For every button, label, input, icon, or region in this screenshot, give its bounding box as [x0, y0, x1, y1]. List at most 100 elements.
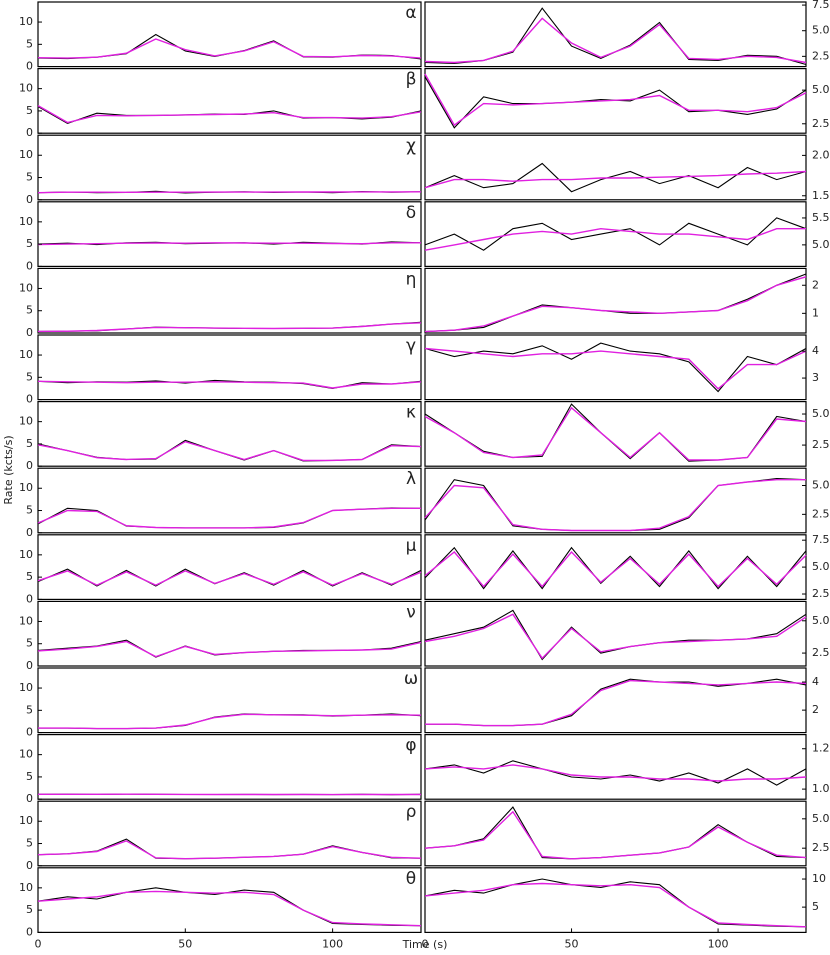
y-tick-label: 0 [26, 859, 33, 872]
panel-frame [37, 867, 422, 933]
panel-label: θ [406, 869, 416, 889]
y-tick-label: 0 [26, 459, 33, 472]
y-tick-label: 5 [26, 770, 33, 783]
panel-frame [424, 401, 807, 467]
y-tick-label: 5.0 [812, 24, 830, 37]
y-tick-label: 5.0 [812, 812, 830, 825]
x-tick-label: 100 [322, 937, 343, 950]
series-line [425, 679, 807, 727]
x-tick-label: 0 [35, 937, 42, 950]
y-tick-label: 5.0 [812, 614, 830, 627]
panel-label: ρ [406, 802, 417, 822]
panel-label: δ [406, 203, 416, 223]
panel-frame [424, 67, 807, 134]
series-line [37, 242, 421, 246]
y-tick-label: 1 [812, 306, 819, 319]
series-line [424, 276, 807, 333]
series-line [424, 764, 807, 782]
series-line [424, 806, 807, 860]
panel-frame [424, 733, 807, 800]
series-line [424, 810, 807, 860]
panel-frame [37, 401, 422, 467]
x-tick-label: 50 [178, 937, 192, 950]
y-tick-label: 10 [19, 681, 33, 694]
panel-frame [424, 600, 807, 667]
panel-frame [424, 1, 807, 68]
y-tick-label: 5 [26, 304, 33, 317]
series-line [37, 104, 422, 124]
panel-frame [37, 800, 422, 867]
y-tick-label: 7.5 [812, 533, 830, 546]
y-tick-label: 10 [812, 872, 826, 885]
series-line [424, 76, 807, 129]
series-line [424, 613, 807, 660]
series-line [424, 342, 807, 393]
series-line [37, 887, 422, 927]
y-tick-label: 5 [26, 171, 33, 184]
y-tick-label: 2.5 [812, 646, 830, 659]
panel-frame [37, 534, 422, 600]
y-tick-label: 1.0 [812, 782, 830, 795]
series-line [424, 403, 807, 462]
series-line [424, 550, 807, 588]
y-tick-label: 5 [26, 903, 33, 916]
series-line [424, 347, 807, 390]
y-tick-label: 2.5 [812, 507, 830, 520]
series-line [424, 73, 807, 127]
y-tick-label: 10 [19, 281, 33, 294]
y-tick-label: 2 [812, 278, 819, 291]
y-tick-label: 7.5 [812, 0, 830, 11]
series-line [37, 840, 422, 860]
series-line [424, 878, 807, 928]
y-tick-label: 5 [26, 237, 33, 250]
series-line [37, 38, 422, 59]
y-tick-label: 2.5 [812, 841, 830, 854]
series-line [424, 170, 807, 189]
panel-frame [37, 201, 422, 268]
y-tick-label: 5 [812, 900, 819, 913]
panel-label: χ [406, 136, 416, 156]
y-tick-label: 5.0 [812, 479, 830, 492]
series-line [424, 882, 807, 928]
y-tick-label: 1.2 [812, 742, 830, 755]
series-line [424, 227, 806, 251]
panel-frame [37, 1, 422, 68]
y-tick-label: 0 [26, 326, 33, 339]
y-tick-label: 5 [26, 570, 33, 583]
y-tick-label: 0 [26, 592, 33, 605]
panel-frame [424, 867, 807, 933]
series-line [37, 640, 422, 658]
y-tick-label: 5 [26, 370, 33, 383]
series-line [424, 273, 807, 333]
series-line [37, 838, 422, 860]
y-tick-label: 2 [812, 703, 819, 716]
series-line [424, 478, 807, 532]
panel-frame [424, 334, 807, 401]
y-tick-label: 10 [19, 881, 33, 894]
series-line [37, 890, 422, 927]
series-line [424, 546, 807, 590]
panel-frame [37, 467, 422, 534]
y-axis-label: Rate (kcts/s) [2, 435, 15, 504]
panel-frame [424, 201, 807, 268]
panel-label: φ [405, 736, 416, 756]
series-line [424, 479, 806, 532]
series-line [37, 570, 422, 586]
panel-frame [37, 334, 422, 401]
y-tick-label: 5.5 [812, 211, 830, 224]
panel-frame [424, 134, 807, 201]
y-tick-label: 0 [26, 60, 33, 73]
y-tick-label: 0 [26, 925, 33, 938]
panel-frame [424, 800, 807, 867]
y-tick-label: 0 [26, 526, 33, 539]
y-tick-label: 5 [26, 437, 33, 450]
panel-label: κ [406, 403, 416, 423]
series-line [37, 507, 421, 529]
y-tick-label: 4 [812, 675, 819, 688]
y-tick-label: 5.0 [812, 560, 830, 573]
series-line [37, 568, 422, 587]
x-axis-label: Time (s) [402, 938, 448, 951]
panel-frame [37, 267, 422, 334]
y-tick-label: 10 [19, 415, 33, 428]
